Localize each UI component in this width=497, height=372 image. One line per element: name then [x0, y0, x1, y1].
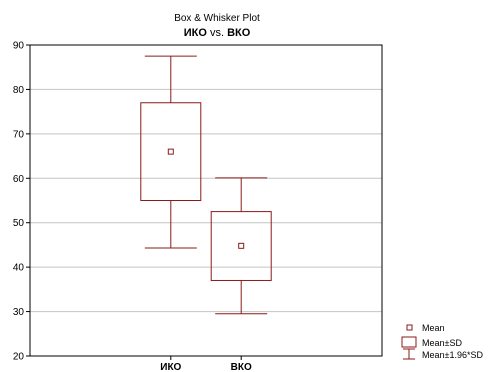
y-tick-label: 40	[13, 263, 25, 274]
x-tick-label: ИКО	[160, 362, 181, 372]
chart-subtitle: ИКО vs. ВКО	[184, 27, 251, 39]
box-group	[210, 177, 272, 315]
y-axis-ticks: 20 30 40 50 60 70 80 90	[13, 41, 30, 363]
chart-title: Box & Whisker Plot	[174, 13, 260, 24]
legend-whisker-symbol	[403, 348, 415, 360]
y-tick-label: 80	[13, 85, 25, 96]
mean-marker	[238, 242, 245, 249]
x-axis-labels: ИКО ВКО	[160, 356, 252, 372]
legend: Mean Mean±SD Mean±1.96*SD	[401, 323, 483, 360]
x-tick-label: ВКО	[231, 362, 252, 372]
subtitle-left: ИКО	[184, 27, 208, 39]
subtitle-middle: vs.	[207, 27, 227, 39]
y-tick-label: 50	[13, 218, 25, 229]
plot-frame	[29, 44, 383, 357]
legend-label-mean-196sd: Mean±1.96*SD	[422, 350, 483, 360]
sd-box	[140, 102, 202, 201]
mean-marker	[167, 148, 174, 155]
subtitle-right: ВКО	[227, 27, 251, 39]
box-group	[140, 55, 202, 249]
legend-label-mean: Mean	[422, 323, 445, 333]
y-tick-label: 90	[13, 41, 25, 52]
y-tick-label: 60	[13, 174, 25, 185]
legend-box-symbol	[401, 336, 417, 348]
y-tick-label: 30	[13, 307, 25, 318]
y-tick-label: 70	[13, 129, 25, 140]
legend-label-mean-sd: Mean±SD	[422, 338, 462, 348]
sd-box	[210, 211, 272, 281]
box-series	[140, 55, 272, 315]
grid-lines	[30, 88, 382, 313]
y-tick-label: 20	[13, 352, 25, 363]
legend-mean-marker	[406, 324, 413, 331]
